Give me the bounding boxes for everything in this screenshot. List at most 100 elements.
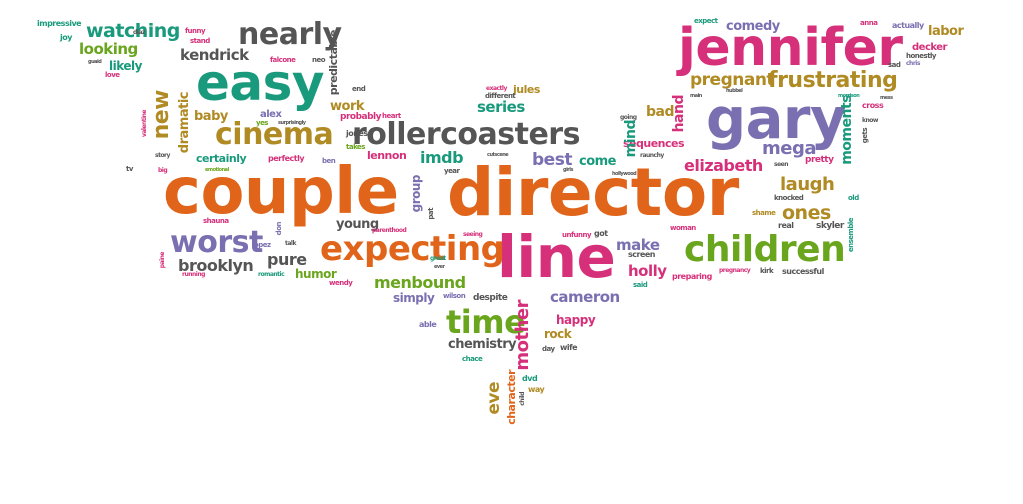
word-cameron: cameron: [550, 288, 620, 306]
word-come: come: [579, 154, 617, 169]
word-pat: pat: [427, 208, 435, 220]
word-comedy: comedy: [726, 19, 780, 34]
word-yes: yes: [256, 119, 268, 127]
word-time: time: [446, 303, 526, 341]
word-frustrating: frustrating: [768, 68, 898, 93]
word-unfunny: unfunny: [562, 231, 592, 239]
word-expecting: expecting: [320, 229, 505, 269]
word-humor: humor: [295, 267, 337, 281]
word-main: main: [690, 93, 702, 99]
word-looking: new: [149, 90, 174, 140]
word-decker: decker: [912, 42, 947, 53]
word-likely: likely: [109, 59, 142, 73]
word-wife: wife: [560, 343, 578, 352]
word-actually: actually: [892, 21, 924, 30]
word-ever: ever: [434, 264, 445, 270]
word-pure: pure: [267, 250, 307, 269]
word-raunchy: raunchy: [640, 152, 664, 159]
word-elizabeth: elizabeth: [684, 156, 763, 175]
word-eve: eve: [484, 382, 504, 415]
word-end: end: [352, 85, 366, 93]
word-pregnancy: pregnancy: [719, 267, 751, 274]
word-got: got: [594, 229, 608, 238]
word-neo: neo: [312, 56, 326, 64]
word-honestly: honestly: [906, 52, 937, 60]
word-lopez-v: don: [275, 222, 283, 236]
word-dvd: dvd: [522, 374, 538, 383]
word-pregnant: pregnant: [690, 70, 775, 90]
word-director: director: [447, 154, 739, 231]
word-worst: worst: [170, 225, 263, 260]
word-perfectly: perfectly: [268, 154, 305, 163]
word-emotional: emotional: [205, 167, 229, 173]
word-cutscene: cutscene: [487, 152, 509, 158]
word-romantic: romantic: [258, 271, 285, 278]
word-exactly: exactly: [486, 85, 507, 92]
word-wendy: wendy: [329, 279, 353, 287]
word-anna: anna: [860, 19, 878, 27]
word-chace: chace: [462, 355, 483, 363]
word-new: watching: [86, 20, 180, 42]
word-despite: despite: [473, 293, 508, 303]
word-cross: cross: [862, 101, 884, 110]
word-running: running: [182, 271, 205, 278]
word-labor: labor: [928, 24, 964, 39]
word-woman: woman: [670, 224, 696, 232]
word-hand: hand: [671, 95, 687, 133]
word-big: big: [158, 167, 168, 174]
word-joy: joy: [60, 33, 72, 42]
word-lopez: lopez: [252, 241, 271, 249]
word-year: year: [444, 167, 460, 175]
word-successful: successful: [782, 267, 824, 276]
word-shame: shame: [752, 209, 776, 217]
word-different: different: [485, 92, 516, 100]
word-shauna: shauna: [203, 217, 229, 225]
word-probably: probably: [340, 112, 381, 122]
word-said: said: [633, 281, 648, 289]
word-gary: gary: [706, 87, 847, 152]
word-takes: takes: [346, 143, 365, 151]
word-laugh: laugh: [780, 174, 835, 195]
word-certainly: certainly: [196, 152, 247, 165]
word-rock: rock: [544, 327, 572, 341]
word-falcone: falcone: [270, 56, 296, 64]
word-easy: easy: [196, 54, 325, 112]
word-parenthood: parenthood: [372, 227, 407, 234]
word-know: know: [862, 117, 878, 124]
word-bad: bad: [646, 104, 675, 120]
word-kendrick: kendrick: [180, 46, 249, 64]
word-old: old: [848, 194, 859, 202]
word-work: work: [330, 99, 365, 114]
word-jennifer: jennifer: [678, 18, 903, 78]
word-valentine: valentine: [141, 110, 148, 138]
word-skyler: skyler: [816, 221, 844, 231]
word-character: character: [505, 370, 518, 425]
word-sad: sad: [888, 61, 901, 69]
word-imdb: imdb: [420, 148, 464, 167]
word-sequences: sequences: [623, 137, 685, 150]
word-preparing: preparing: [672, 272, 712, 281]
word-love: love: [105, 71, 120, 79]
word-best: best: [532, 150, 572, 170]
word-mess: mess: [880, 95, 893, 101]
word-paine: paine: [159, 252, 166, 269]
word-holly: holly: [628, 262, 667, 280]
word-simply: simply: [393, 291, 435, 305]
word-stand: stand: [190, 37, 210, 45]
word-baby: baby: [194, 109, 228, 124]
word-line: line: [497, 223, 616, 291]
word-screen: screen: [628, 250, 656, 259]
word-ben: ben: [322, 157, 336, 165]
word-jones: jones: [346, 129, 368, 138]
word-mother: mother: [512, 300, 533, 371]
word-rollercoasters: rollercoasters: [352, 117, 580, 152]
word-kirk: kirk: [760, 267, 774, 275]
word-child: child: [519, 392, 526, 406]
word-ensemble: ensemble: [847, 218, 855, 253]
word-chemistry: chemistry: [448, 337, 517, 352]
word-chris: chris: [906, 60, 920, 67]
word-knocked: knocked: [774, 194, 804, 202]
word-children: children: [684, 229, 846, 270]
word-pretty: pretty: [805, 155, 834, 165]
word-ones: ones: [782, 202, 831, 224]
